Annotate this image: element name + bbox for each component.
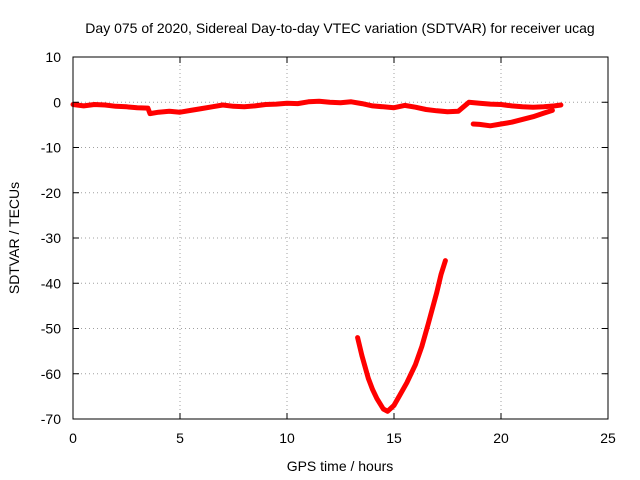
chart-title: Day 075 of 2020, Sidereal Day-to-day VTE… [85, 20, 594, 36]
y-tick-label: -50 [41, 321, 61, 337]
y-tick-label: -60 [41, 366, 61, 382]
x-tick-label: 25 [600, 430, 616, 446]
y-axis-label: SDTVAR / TECUs [6, 182, 22, 294]
x-tick-label: 20 [493, 430, 509, 446]
y-tick-label: 0 [53, 94, 61, 110]
x-tick-label: 10 [279, 430, 295, 446]
series-main-band [70, 98, 564, 117]
series-layer [70, 98, 564, 414]
y-tick-label: -20 [41, 185, 61, 201]
x-axis-label: GPS time / hours [287, 458, 394, 474]
y-tick-label: -10 [41, 140, 61, 156]
x-tick-label: 0 [69, 430, 77, 446]
grid [73, 57, 608, 419]
y-tick-label: -30 [41, 230, 61, 246]
y-tick-label: 10 [45, 49, 61, 65]
x-tick-label: 15 [386, 430, 402, 446]
series-v-dip [355, 258, 448, 414]
x-tick-label: 5 [176, 430, 184, 446]
axis-ticks: 0 5 10 15 20 25 -70 -60 -50 -40 -30 -20 -10 0 10 [41, 49, 616, 446]
series-lower-band [470, 107, 555, 129]
y-tick-label: -40 [41, 275, 61, 291]
y-tick-label: -70 [41, 411, 61, 427]
